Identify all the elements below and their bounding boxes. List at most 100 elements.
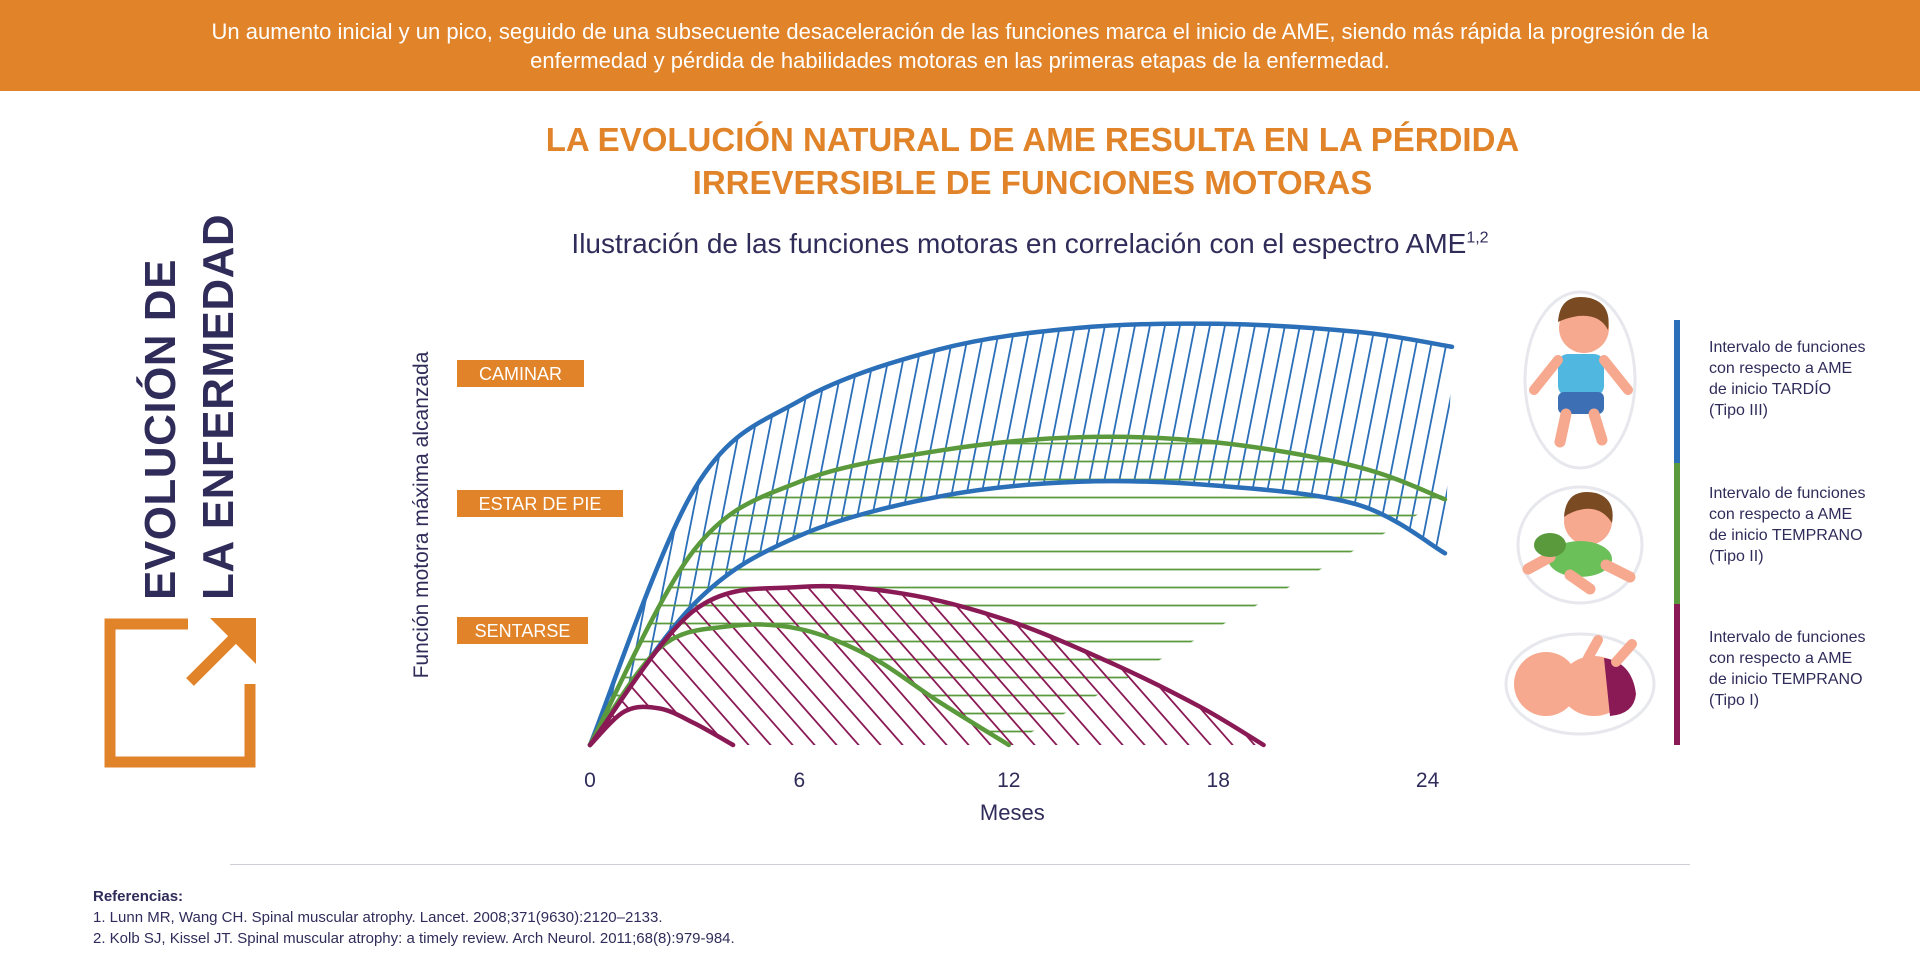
hatch-group-2 xyxy=(590,442,1445,733)
main-title-line2: IRREVERSIBLE DE FUNCIONES MOTORAS xyxy=(692,164,1373,201)
hatch-line xyxy=(1379,323,1452,745)
hatch-line xyxy=(590,586,671,745)
reference-item: 1. Lunn MR, Wang CH. Spinal muscular atr… xyxy=(93,909,663,926)
hatch-line xyxy=(1087,586,1264,745)
series-1-upper-curve xyxy=(587,321,1455,748)
hatch-line xyxy=(1349,323,1441,745)
main-title: LA EVOLUCIÓN NATURAL DE AME RESULTA EN L… xyxy=(500,118,1565,204)
hatch-line xyxy=(1352,556,1527,755)
subtitle-text: Ilustración de las funciones motoras en … xyxy=(571,228,1467,259)
milestone-caminar: CAMINAR xyxy=(457,360,584,387)
hatch-line xyxy=(1019,323,1111,745)
series-3-upper-curve xyxy=(587,583,1266,748)
legend-tipo2-line1: Intervalo de funciones xyxy=(1709,485,1866,502)
hatch-group-1 xyxy=(590,323,1452,745)
hatch-line xyxy=(1424,323,1452,745)
baby-crawling-icon xyxy=(1516,485,1644,605)
milestone-sentarse: SENTARSE xyxy=(457,617,588,644)
hatch-line xyxy=(989,323,1081,745)
milestone-box xyxy=(457,617,588,644)
hatch-line xyxy=(764,323,856,745)
hatch-line xyxy=(1154,323,1246,745)
legend-tipo3-line1: Intervalo de funciones xyxy=(1709,339,1866,356)
hatch-line xyxy=(1319,323,1411,745)
hatch-line xyxy=(1244,323,1336,745)
hatch-line xyxy=(854,323,946,745)
hatch-line xyxy=(1364,323,1452,745)
baby-walking-icon xyxy=(1523,290,1637,470)
legend-item-tipo1: Intervalo de funciones con respecto a AM… xyxy=(1709,627,1909,711)
legend-tipo1-line2: con respecto a AME xyxy=(1709,650,1853,667)
hatch-line xyxy=(1021,586,1199,745)
legend-tipo3-line4: (Tipo III) xyxy=(1709,402,1768,419)
hatch-line xyxy=(603,586,781,745)
hatch-line xyxy=(719,323,811,745)
legend-color-bar-3 xyxy=(1674,604,1680,745)
milestone-estar-de-pie: ESTAR DE PIE xyxy=(457,490,623,517)
hatch-line xyxy=(914,323,1006,745)
x-tick-label: 0 xyxy=(584,769,596,792)
hatch-line xyxy=(644,323,736,745)
y-axis-label: Función motora máxima alcanzada xyxy=(410,351,433,678)
legend-tipo3-line3: de inicio TARDÍO xyxy=(1709,381,1832,398)
hatch-line xyxy=(1214,323,1306,745)
hatch-line xyxy=(1219,586,1264,745)
top-banner: Un aumento inicial y un pico, seguido de… xyxy=(0,0,1920,91)
x-axis-label: Meses xyxy=(980,800,1045,825)
hatch-line xyxy=(1286,556,1461,755)
legend-color-bar-2 xyxy=(1674,463,1680,604)
hatch-line xyxy=(1409,323,1452,745)
series-2-upper-curve xyxy=(587,434,1448,748)
hatch-line xyxy=(1169,323,1261,745)
hatch-line xyxy=(801,586,979,745)
hatch-line xyxy=(1259,323,1351,745)
baby-lying-icon xyxy=(1504,632,1656,736)
hatch-line xyxy=(955,586,1133,745)
reference-item: 2. Kolb SJ, Kissel JT. Spinal muscular a… xyxy=(93,930,735,947)
hatch-line xyxy=(933,586,1111,745)
hatch-line xyxy=(1304,323,1396,745)
hatch-line xyxy=(977,586,1155,745)
hatch-line xyxy=(1197,586,1264,745)
x-tick-label: 12 xyxy=(997,769,1020,792)
banner-text: Un aumento inicial y un pico, seguido de… xyxy=(211,18,1709,73)
x-tick-label: 24 xyxy=(1416,769,1440,792)
subtitle-superscript: 1,2 xyxy=(1466,229,1489,247)
hatch-line xyxy=(999,586,1177,745)
legend-tipo2-line3: de inicio TEMPRANO xyxy=(1709,527,1863,544)
hatch-group-3 xyxy=(590,556,1527,755)
series-1-lower-curve xyxy=(587,478,1448,748)
references-title: Referencias: xyxy=(93,888,184,905)
hatch-line xyxy=(867,586,1045,745)
hatch-line xyxy=(1124,323,1216,745)
hatch-line xyxy=(944,323,1036,745)
hatch-line xyxy=(1064,323,1156,745)
series-3-lower-curve xyxy=(587,704,736,748)
hatch-line xyxy=(734,323,826,745)
hatch-line xyxy=(1264,556,1439,755)
milestone-label: SENTARSE xyxy=(475,621,571,641)
hatch-line xyxy=(929,323,1021,745)
legend-item-tipo2: Intervalo de funciones con respecto a AM… xyxy=(1709,483,1909,567)
hatch-line xyxy=(1229,323,1321,745)
hatch-line xyxy=(1241,586,1264,745)
hatch-line xyxy=(1139,323,1231,745)
hatch-line xyxy=(1274,323,1366,745)
hatch-line xyxy=(1094,323,1186,745)
legend-tipo2-line2: con respecto a AME xyxy=(1709,506,1853,523)
hatch-line xyxy=(1289,323,1381,745)
legend-tipo1-line1: Intervalo de funciones xyxy=(1709,629,1866,646)
external-link-icon xyxy=(104,618,256,768)
milestone-label: CAMINAR xyxy=(479,364,562,384)
hatch-line xyxy=(911,586,1089,745)
hatch-line xyxy=(1334,323,1426,745)
x-tick-label: 18 xyxy=(1207,769,1230,792)
legend-tipo1-line4: (Tipo I) xyxy=(1709,692,1760,709)
footer-divider xyxy=(230,864,1690,865)
legend-tipo2-line4: (Tipo II) xyxy=(1709,548,1764,565)
milestone-label: ESTAR DE PIE xyxy=(479,494,602,514)
legend-tipo3-line2: con respecto a AME xyxy=(1709,360,1853,377)
hatch-line xyxy=(1049,323,1141,745)
x-tick-label: 6 xyxy=(794,769,806,792)
